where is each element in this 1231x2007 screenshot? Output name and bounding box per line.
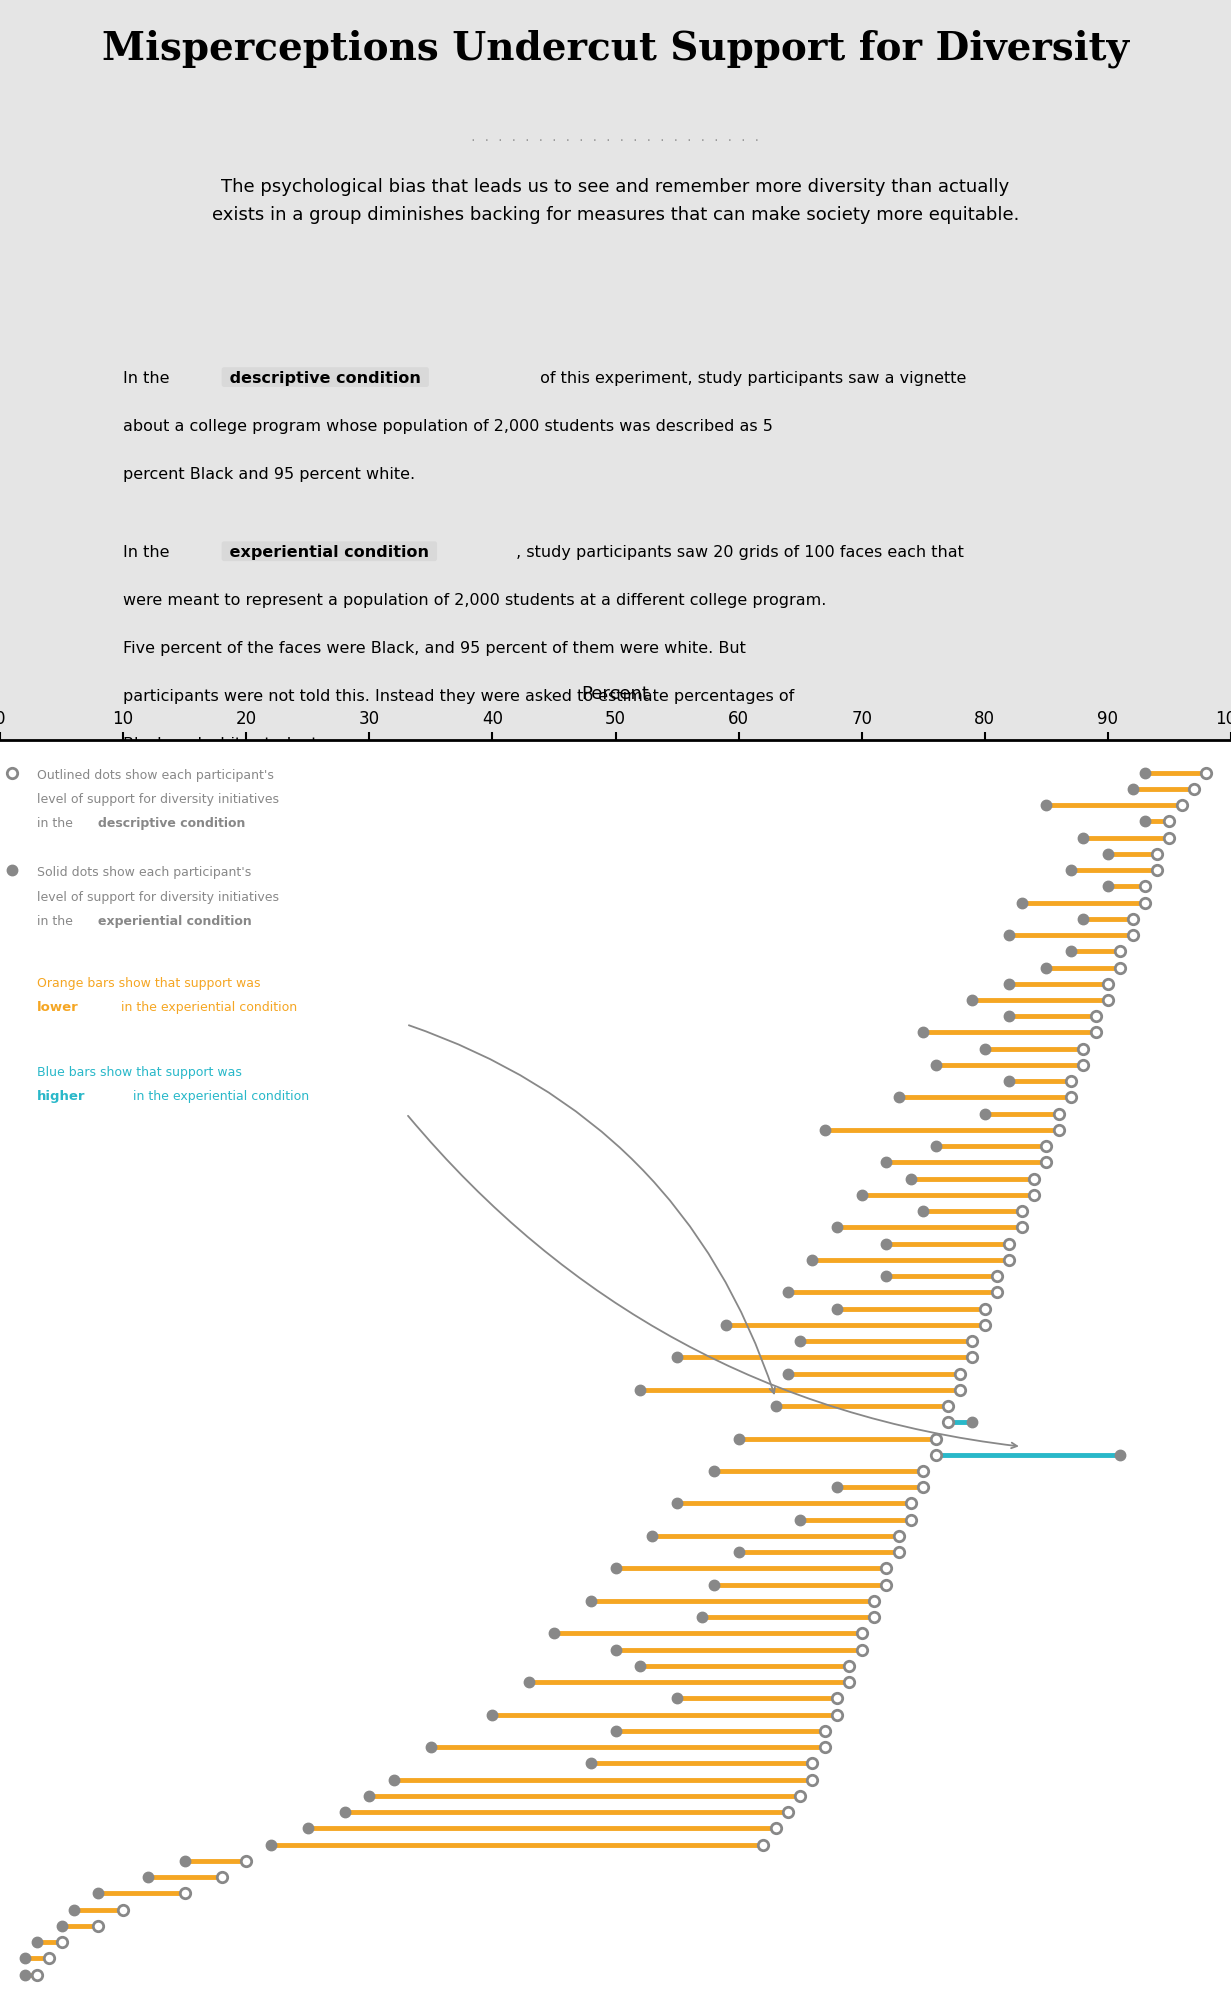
Text: percent Black and 95 percent white.: percent Black and 95 percent white.	[123, 468, 415, 482]
Text: Black and white students.: Black and white students.	[123, 737, 331, 753]
Text: descriptive condition: descriptive condition	[98, 817, 246, 831]
Text: Five percent of the faces were Black, and 95 percent of them were white. But: Five percent of the faces were Black, an…	[123, 640, 746, 656]
Text: level of support for diversity initiatives: level of support for diversity initiativ…	[37, 891, 279, 903]
Text: in the experiential condition: in the experiential condition	[117, 1001, 297, 1014]
Text: In the: In the	[123, 544, 180, 560]
Text: level of support for diversity initiatives: level of support for diversity initiativ…	[37, 793, 279, 805]
Text: higher: higher	[37, 1090, 85, 1102]
Text: in the: in the	[37, 915, 76, 927]
Text: Solid dots show each participant's: Solid dots show each participant's	[37, 865, 251, 879]
Text: In the: In the	[123, 371, 180, 385]
Text: were meant to represent a population of 2,000 students at a different college pr: were meant to represent a population of …	[123, 592, 826, 608]
Text: in the experiential condition: in the experiential condition	[129, 1090, 309, 1102]
X-axis label: Percent: Percent	[581, 684, 650, 702]
Text: about a college program whose population of 2,000 students was described as 5: about a college program whose population…	[123, 419, 773, 434]
Text: Outlined dots show each participant's: Outlined dots show each participant's	[37, 769, 273, 781]
Text: lower: lower	[37, 1001, 79, 1014]
Text: . . . . . . . . . . . . . . . . . . . . . .: . . . . . . . . . . . . . . . . . . . . …	[470, 132, 761, 142]
Text: , study participants saw 20 grids of 100 faces each that: , study participants saw 20 grids of 100…	[511, 544, 964, 560]
Text: of this experiment, study participants saw a vignette: of this experiment, study participants s…	[535, 371, 966, 385]
Text: Orange bars show that support was: Orange bars show that support was	[37, 975, 261, 989]
Text: experiential condition: experiential condition	[224, 544, 435, 560]
Text: Blue bars show that support was: Blue bars show that support was	[37, 1066, 241, 1078]
Text: in the: in the	[37, 817, 76, 831]
Text: participants were not told this. Instead they were asked to estimate percentages: participants were not told this. Instead…	[123, 688, 794, 704]
Text: The psychological bias that leads us to see and remember more diversity than act: The psychological bias that leads us to …	[212, 179, 1019, 223]
Text: descriptive condition: descriptive condition	[224, 371, 427, 385]
Text: experiential condition: experiential condition	[98, 915, 252, 927]
Text: Misperceptions Undercut Support for Diversity: Misperceptions Undercut Support for Dive…	[102, 30, 1129, 68]
